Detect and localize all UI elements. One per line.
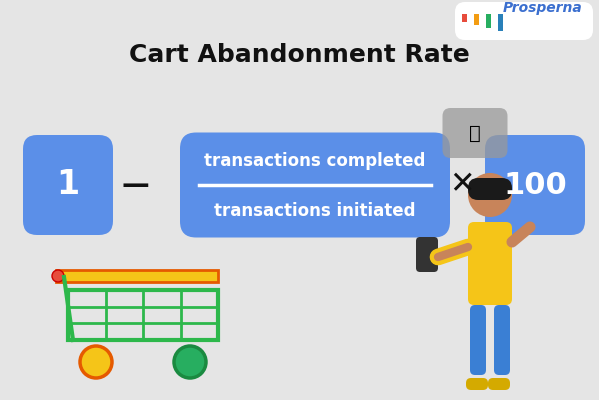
FancyBboxPatch shape	[488, 378, 510, 390]
Circle shape	[80, 346, 112, 378]
FancyBboxPatch shape	[416, 237, 438, 272]
FancyBboxPatch shape	[494, 305, 510, 375]
Text: transactions initiated: transactions initiated	[214, 202, 416, 220]
Circle shape	[174, 346, 206, 378]
FancyBboxPatch shape	[470, 305, 486, 375]
Bar	[68, 290, 218, 340]
Bar	[474, 14, 479, 25]
FancyBboxPatch shape	[443, 108, 507, 158]
Bar	[486, 14, 491, 28]
FancyBboxPatch shape	[468, 222, 512, 305]
Text: —: —	[121, 171, 149, 199]
Text: 100: 100	[503, 170, 567, 200]
Text: 1: 1	[56, 168, 80, 202]
FancyBboxPatch shape	[468, 178, 512, 200]
Text: 🛒: 🛒	[469, 124, 481, 142]
FancyBboxPatch shape	[455, 2, 593, 40]
Text: Cart Abandonment Rate: Cart Abandonment Rate	[129, 43, 470, 67]
Circle shape	[52, 270, 64, 282]
FancyBboxPatch shape	[485, 135, 585, 235]
Bar	[462, 14, 467, 22]
Bar	[56, 270, 218, 282]
Bar	[498, 14, 503, 31]
FancyBboxPatch shape	[23, 135, 113, 235]
FancyBboxPatch shape	[466, 378, 488, 390]
Text: Prosperna: Prosperna	[503, 1, 583, 15]
Circle shape	[468, 173, 512, 217]
Text: transactions completed: transactions completed	[204, 152, 426, 170]
FancyBboxPatch shape	[180, 132, 450, 238]
Text: ✕: ✕	[449, 170, 475, 200]
